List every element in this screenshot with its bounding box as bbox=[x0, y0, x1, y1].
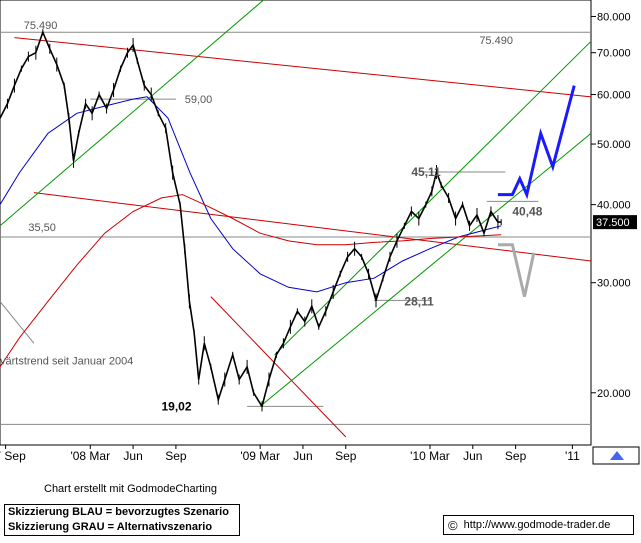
scenario-path-0 bbox=[497, 85, 576, 200]
annotation-label-7: 19,02 bbox=[161, 399, 191, 413]
y-tick-label-3: 50.000 bbox=[597, 139, 631, 151]
moving-average-0 bbox=[0, 96, 502, 293]
scenario-legend: Skizzierung BLAU = bevorzugtes Szenario … bbox=[4, 504, 240, 536]
annotation-label-3: 35,50 bbox=[28, 222, 56, 234]
legend-blue-scenario: Skizzierung BLAU = bevorzugtes Szenario bbox=[8, 506, 229, 518]
trend-line-0 bbox=[14, 37, 592, 98]
annotation-label-1: 75.490 bbox=[479, 35, 513, 47]
annotation-label-5: 40,48 bbox=[512, 204, 542, 218]
scroll-arrow-icon[interactable] bbox=[592, 446, 640, 465]
x-tick-label-6: Sep bbox=[335, 449, 357, 463]
x-tick-label-2: Jun bbox=[123, 449, 142, 463]
x-tick-label-3: Sep bbox=[165, 449, 187, 463]
y-tick-label-5: 70.000 bbox=[597, 48, 631, 60]
source-link[interactable]: © http://www.godmode-trader.de bbox=[443, 515, 634, 535]
annotation-label-4: 45,11 bbox=[411, 165, 441, 179]
x-tick-label-10: '11 bbox=[565, 449, 580, 463]
x-tick-label-5: Jun bbox=[293, 449, 312, 463]
price-series bbox=[0, 29, 502, 412]
x-tick-label-4: '09 Mar bbox=[240, 449, 280, 463]
last-price-box bbox=[593, 215, 637, 230]
x-tick-label-9: Sep bbox=[505, 449, 527, 463]
chart-lines bbox=[0, 0, 592, 438]
annotation-label-8: värtstrend seit Januar 2004 bbox=[0, 355, 133, 367]
chart-credit: Chart erstellt mit GodmodeCharting bbox=[44, 483, 218, 495]
y-tick-label-6: 80.000 bbox=[597, 11, 631, 23]
trend-line-6 bbox=[274, 40, 592, 356]
annotation-label-0: 75.490 bbox=[24, 20, 58, 32]
x-tick-label-7: '10 Mar bbox=[410, 449, 450, 463]
moving-average-1 bbox=[0, 194, 502, 368]
annotation-label-6: 28,11 bbox=[404, 294, 434, 308]
copyright-symbol: © bbox=[448, 517, 458, 533]
source-url: http://www.godmode-trader.de bbox=[463, 519, 611, 531]
y-tick-label-4: 60.000 bbox=[597, 90, 631, 102]
trend-line-4 bbox=[0, 0, 265, 227]
y-tick-label-1: 30.000 bbox=[597, 278, 631, 290]
chart-annotations: 75.490 75.490 59,00 35,50 45,11 40,48 28,11 19,… bbox=[0, 20, 543, 413]
y-tick-label-2: 40.000 bbox=[597, 200, 631, 212]
legend-gray-scenario: Skizzierung GRAU = Alternativszenario bbox=[8, 521, 213, 533]
trend-line-3 bbox=[0, 301, 35, 344]
last-price-label: 37.500 bbox=[596, 217, 630, 229]
scenario-path-1 bbox=[497, 243, 536, 297]
x-tick-label-0: '07 Sep bbox=[0, 449, 26, 463]
trend-line-2 bbox=[210, 296, 347, 438]
annotation-label-2: 59,00 bbox=[185, 94, 213, 106]
x-tick-label-8: Jun bbox=[463, 449, 482, 463]
chart-axes: 20.000 30.000 40.000 50.000 60.000 70.000 80.0… bbox=[0, 11, 637, 463]
plot-area bbox=[0, 0, 592, 446]
trend-line-5 bbox=[259, 133, 592, 407]
trend-line-1 bbox=[33, 192, 592, 262]
y-tick-label-0: 20.000 bbox=[597, 388, 631, 400]
x-tick-label-1: '08 Mar bbox=[70, 449, 110, 463]
price-line bbox=[0, 29, 502, 409]
